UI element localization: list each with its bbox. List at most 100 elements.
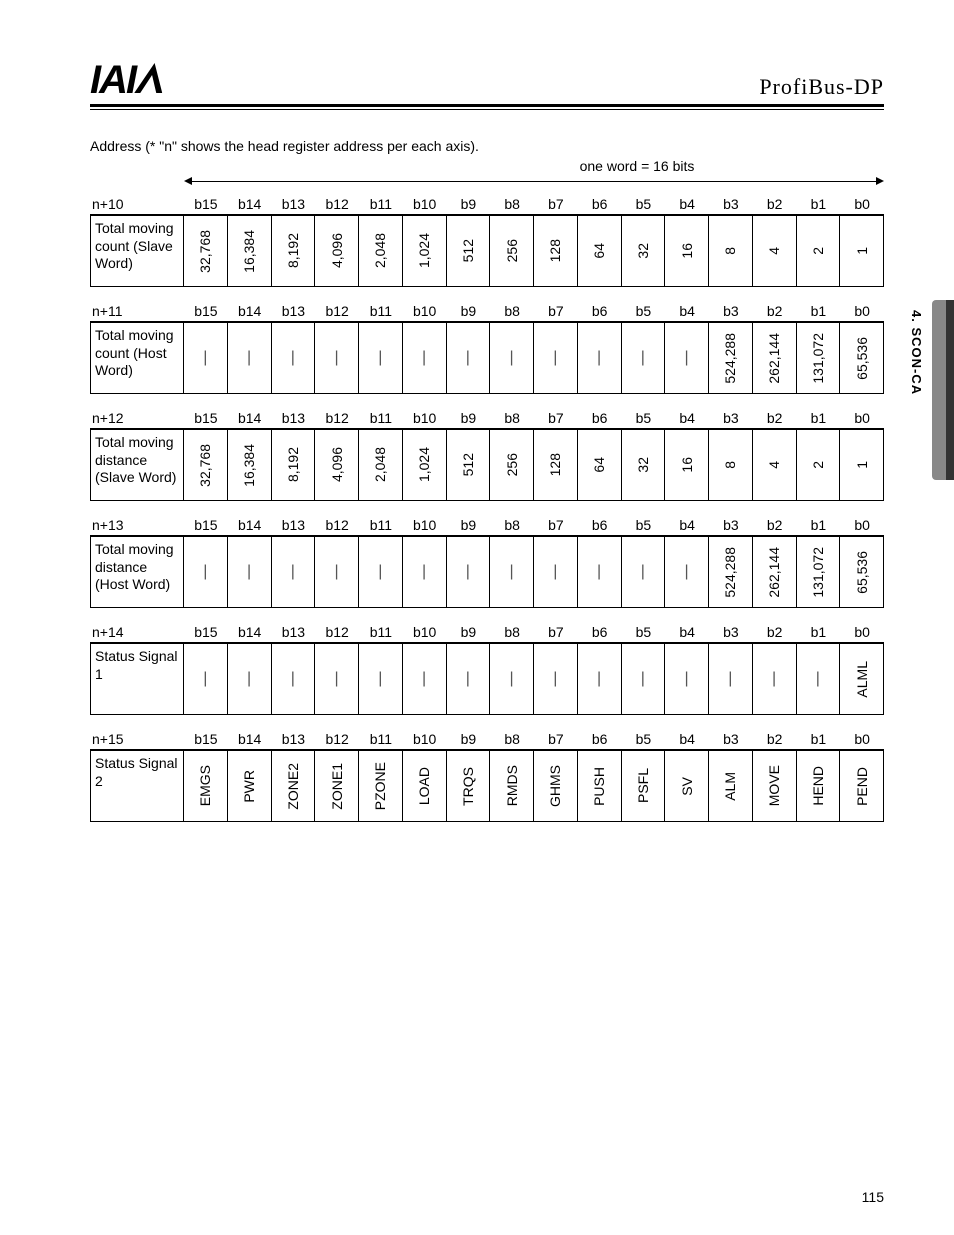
bit-cell: LOAD: [403, 750, 447, 822]
bit-header: b3: [709, 408, 753, 429]
bit-header: b13: [272, 622, 316, 643]
page-number: 115: [862, 1189, 884, 1205]
bit-header: b6: [578, 729, 622, 750]
bit-header: b1: [797, 515, 841, 536]
bit-header: b7: [534, 194, 578, 215]
bit-header: b10: [403, 301, 447, 322]
bit-header: b15: [184, 301, 228, 322]
bit-header: b14: [228, 301, 272, 322]
bit-cell: PWR: [228, 750, 272, 822]
bit-cell: |: [272, 322, 316, 394]
bit-cell: 65,536: [840, 322, 884, 394]
bit-header: b3: [709, 515, 753, 536]
bit-header: b5: [622, 622, 666, 643]
bit-cell: |: [578, 536, 622, 608]
bit-cell: |: [578, 643, 622, 715]
bit-cell: |: [622, 322, 666, 394]
bit-cell: |: [272, 536, 316, 608]
bit-cell: MOVE: [753, 750, 797, 822]
bit-cell: 512: [447, 215, 491, 287]
bit-header: b7: [534, 622, 578, 643]
bit-cell: |: [184, 536, 228, 608]
bit-cell: ZONE1: [315, 750, 359, 822]
bit-cell: 128: [534, 215, 578, 287]
bit-cell: 262,144: [753, 322, 797, 394]
bit-cell: |: [184, 643, 228, 715]
bit-cell: 4,096: [315, 429, 359, 501]
bit-cell: |: [447, 643, 491, 715]
bit-header: b3: [709, 194, 753, 215]
bit-header: b14: [228, 515, 272, 536]
bit-cell: |: [315, 322, 359, 394]
bit-header: b12: [315, 515, 359, 536]
bit-header: b6: [578, 622, 622, 643]
word-note: one word = 16 bits: [390, 158, 884, 174]
bit-cell: PEND: [840, 750, 884, 822]
bit-header: b10: [403, 622, 447, 643]
bit-header: b3: [709, 729, 753, 750]
bit-cell: ZONE2: [272, 750, 316, 822]
bit-cell: 16,384: [228, 429, 272, 501]
logo-text: IAI: [90, 60, 135, 100]
bit-header: b6: [578, 301, 622, 322]
bit-header: b15: [184, 408, 228, 429]
bit-header: b9: [447, 729, 491, 750]
address-label: n+15: [90, 729, 184, 750]
bit-header: b3: [709, 301, 753, 322]
bit-cell: 262,144: [753, 536, 797, 608]
logo: IAI: [90, 60, 165, 100]
bit-cell: |: [447, 536, 491, 608]
bit-header: b9: [447, 622, 491, 643]
bit-cell: 256: [490, 429, 534, 501]
bit-header: b4: [665, 301, 709, 322]
bit-cell: |: [403, 322, 447, 394]
bit-cell: 32: [622, 215, 666, 287]
bit-header: b5: [622, 301, 666, 322]
row-label: Status Signal 1: [90, 643, 184, 715]
bit-header: b8: [490, 408, 534, 429]
header-rules: [90, 104, 884, 110]
bit-cell: ALML: [840, 643, 884, 715]
bit-cell: 32,768: [184, 215, 228, 287]
bit-cell: 4: [753, 215, 797, 287]
bit-cell: 2: [797, 215, 841, 287]
bit-cell: 8: [709, 429, 753, 501]
bit-header: b13: [272, 729, 316, 750]
row-label: Total moving distance (Host Word): [90, 536, 184, 608]
bit-header: b5: [622, 194, 666, 215]
bit-cell: PZONE: [359, 750, 403, 822]
bit-header: b2: [753, 194, 797, 215]
bit-header: b8: [490, 622, 534, 643]
bit-header: b9: [447, 194, 491, 215]
bit-header: b11: [359, 729, 403, 750]
bit-header: b15: [184, 622, 228, 643]
logo-mark: [133, 60, 170, 100]
bit-cell: 524,288: [709, 536, 753, 608]
bit-cell: 64: [578, 429, 622, 501]
bit-header: b5: [622, 408, 666, 429]
bit-cell: RMDS: [490, 750, 534, 822]
bit-cell: 524,288: [709, 322, 753, 394]
bit-cell: 65,536: [840, 536, 884, 608]
intro-text: Address (* "n" shows the head register a…: [90, 138, 884, 154]
bit-header: b10: [403, 408, 447, 429]
row-label: Total moving distance (Slave Word): [90, 429, 184, 501]
bit-header: b13: [272, 408, 316, 429]
bit-header: b1: [797, 301, 841, 322]
bit-cell: |: [665, 536, 709, 608]
bit-header: b1: [797, 729, 841, 750]
bit-header: b6: [578, 515, 622, 536]
bit-cell: |: [490, 536, 534, 608]
bit-header: b7: [534, 301, 578, 322]
bit-header: b12: [315, 194, 359, 215]
bit-header: b9: [447, 515, 491, 536]
bit-header: b15: [184, 194, 228, 215]
bit-header: b4: [665, 515, 709, 536]
bit-header: b1: [797, 408, 841, 429]
bit-header: b4: [665, 194, 709, 215]
bit-cell: 2,048: [359, 215, 403, 287]
bit-header: b14: [228, 194, 272, 215]
brand-label: ProfiBus-DP: [759, 74, 884, 100]
bit-cell: SV: [665, 750, 709, 822]
bit-header: b11: [359, 515, 403, 536]
